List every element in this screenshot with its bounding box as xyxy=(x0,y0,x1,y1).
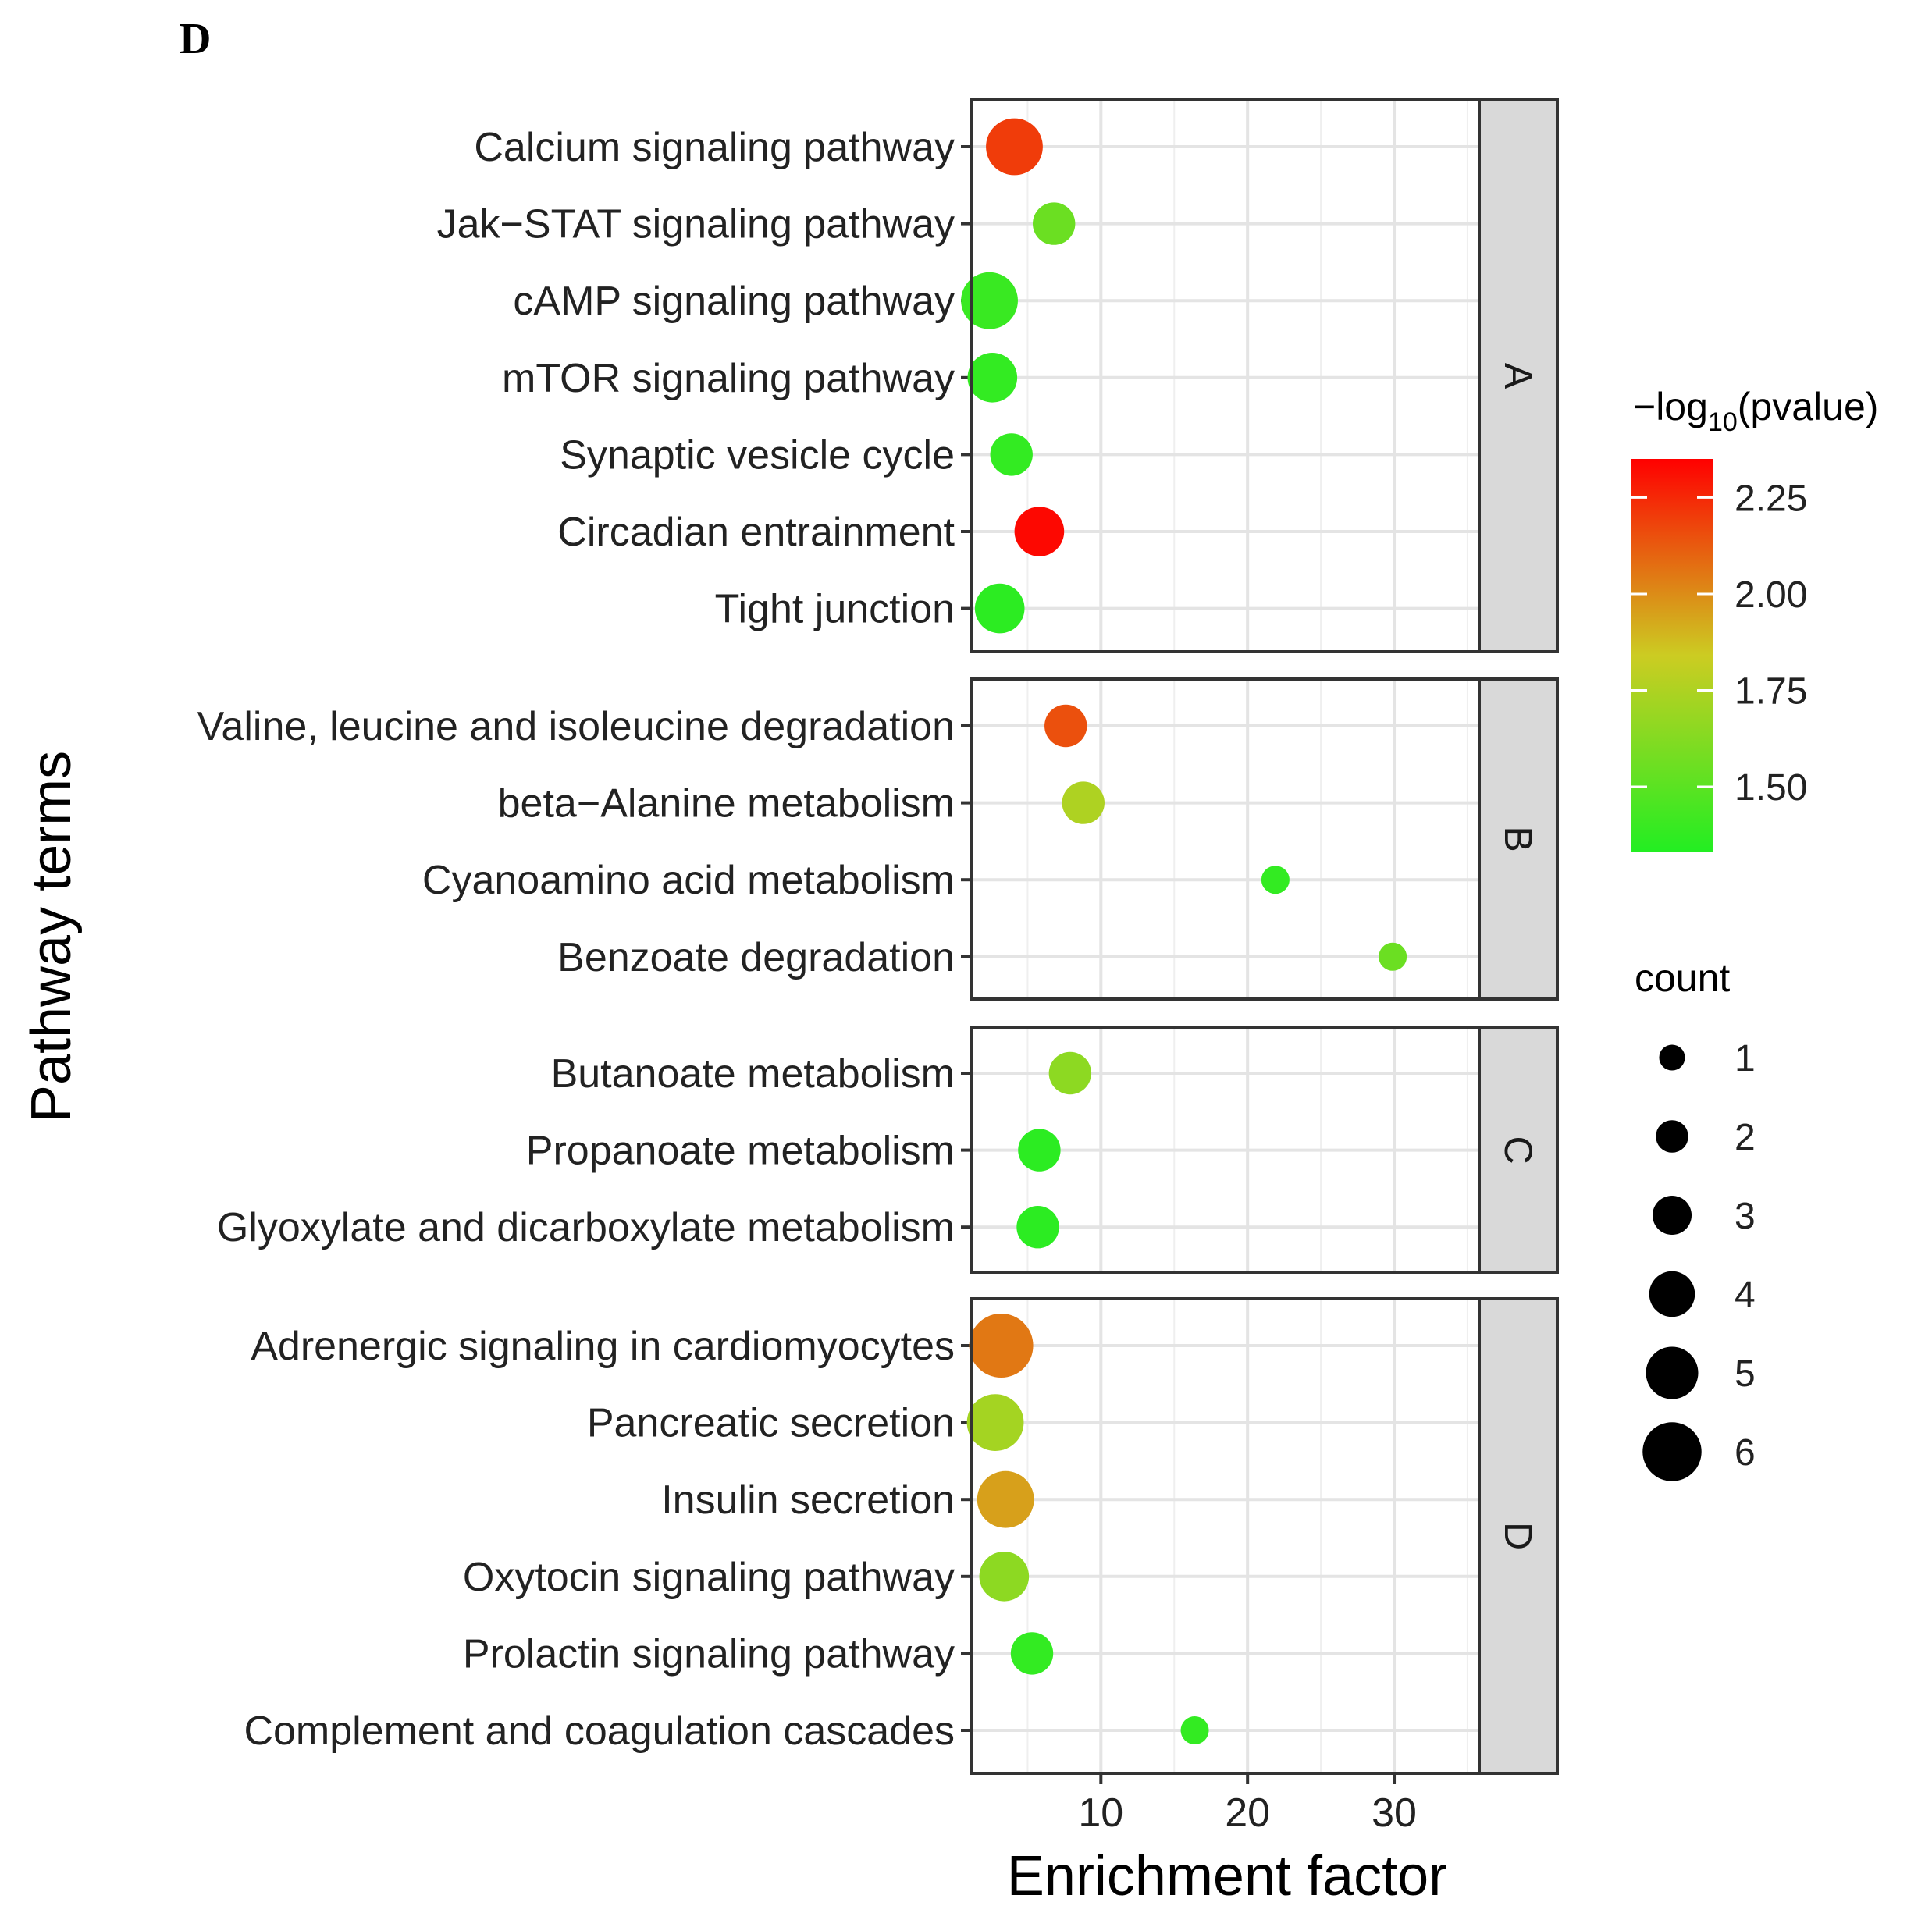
size-legend-items: 1 2 3 4 5 6 xyxy=(1642,1038,1756,1481)
point-mtor-signaling-pathway xyxy=(967,353,1018,403)
point-glyoxylate-and-dicarboxylate-metabolism xyxy=(1016,1206,1059,1249)
y-tick-label-synaptic-vesicle-cycle: Synaptic vesicle cycle xyxy=(560,432,955,478)
point-cyanoamino-acid-metabolism xyxy=(1261,866,1290,894)
y-tick-label-prolactin-signaling-pathway: Prolactin signaling pathway xyxy=(463,1631,955,1677)
point-pancreatic-secretion xyxy=(966,1394,1024,1451)
size-legend-dot-6 xyxy=(1642,1422,1702,1481)
point-calcium-signaling-pathway xyxy=(986,118,1043,176)
size-legend-label-5: 5 xyxy=(1735,1353,1756,1395)
y-tick-label-camp-signaling-pathway: cAMP signaling pathway xyxy=(513,279,955,324)
point-synaptic-vesicle-cycle xyxy=(990,433,1033,476)
point-tight-junction xyxy=(974,583,1025,634)
facet-strip-label-d: D xyxy=(1496,1522,1540,1550)
facet-b: Valine, leucine and isoleucine degradati… xyxy=(197,677,1559,1001)
facet-strip xyxy=(1478,1026,1559,1274)
y-axis-title: Pathway terms xyxy=(20,751,83,1122)
facet-background xyxy=(972,100,1479,652)
y-tick-label-cyanoamino-acid-metabolism: Cyanoamino acid metabolism xyxy=(422,858,955,903)
point-circadian-entrainment xyxy=(1014,507,1065,556)
point-camp-signaling-pathway xyxy=(961,272,1018,329)
size-legend-dot-1 xyxy=(1659,1044,1685,1071)
size-legend-dot-3 xyxy=(1652,1195,1692,1236)
facet-a: Calcium signaling pathway Jak−STAT signal… xyxy=(437,98,1559,653)
y-tick-label-calcium-signaling-pathway: Calcium signaling pathway xyxy=(474,125,955,170)
y-tick-label-beta-alanine-metabolism: beta−Alanine metabolism xyxy=(498,781,955,827)
size-legend-dot-4 xyxy=(1649,1271,1695,1317)
facet-strip-label-b: B xyxy=(1496,826,1540,852)
size-legend-label-2: 2 xyxy=(1735,1117,1756,1158)
facet-strip xyxy=(1478,98,1559,653)
color-tick-label-3: 1.50 xyxy=(1735,767,1807,809)
size-legend-dot-2 xyxy=(1656,1120,1688,1153)
y-tick-label-complement-and-coagulation-cascades: Complement and coagulation cascades xyxy=(244,1709,955,1754)
point-adrenergic-signaling-in-cardiomyocytes xyxy=(969,1314,1034,1378)
facet-panels: Calcium signaling pathway Jak−STAT signal… xyxy=(197,98,1559,1775)
color-tick-label-1: 2.00 xyxy=(1735,574,1807,616)
point-propanoate-metabolism xyxy=(1018,1129,1061,1172)
size-legend-label-6: 6 xyxy=(1735,1432,1756,1474)
x-axis: 10 20 30 xyxy=(1078,1773,1417,1836)
panel-letter: D xyxy=(180,15,211,63)
point-valine-leucine-and-isoleucine-degradation xyxy=(1044,704,1087,748)
point-butanoate-metabolism xyxy=(1048,1051,1092,1095)
color-legend-title-prefix: −log xyxy=(1633,385,1708,428)
y-tick-label-butanoate-metabolism: Butanoate metabolism xyxy=(551,1051,955,1097)
color-legend-title: −log10(pvalue) xyxy=(1633,385,1878,437)
color-legend-title-suffix: (pvalue) xyxy=(1738,385,1879,428)
color-legend-bar xyxy=(1631,459,1713,852)
x-tick-label-20: 20 xyxy=(1225,1790,1270,1836)
size-legend: count 1 2 3 4 5 6 xyxy=(1635,956,1756,1481)
facet-strip xyxy=(1478,1297,1559,1775)
size-legend-title: count xyxy=(1635,956,1730,1000)
y-tick-label-circadian-entrainment: Circadian entrainment xyxy=(557,510,955,555)
facet-d: Adrenergic signaling in cardiomyocytes Pa… xyxy=(244,1297,1559,1775)
point-prolactin-signaling-pathway xyxy=(1010,1632,1054,1675)
y-tick-label-adrenergic-signaling-in-cardiomyocytes: Adrenergic signaling in cardiomyocytes xyxy=(251,1324,955,1369)
point-jak-stat-signaling-pathway xyxy=(1033,202,1076,245)
facet-c: Butanoate metabolism Propanoate metabolis… xyxy=(217,1026,1559,1274)
y-tick-label-glyoxylate-and-dicarboxylate-metabolism: Glyoxylate and dicarboxylate metabolism xyxy=(217,1205,955,1250)
point-oxytocin-signaling-pathway xyxy=(979,1552,1030,1602)
point-benzoate-degradation xyxy=(1379,942,1407,971)
color-legend-ticks: 2.25 2.00 1.75 1.50 xyxy=(1631,478,1807,809)
y-tick-label-benzoate-degradation: Benzoate degradation xyxy=(557,935,955,980)
color-tick-label-2: 1.75 xyxy=(1735,670,1807,712)
x-axis-title: Enrichment factor xyxy=(1007,1845,1447,1908)
x-tick-label-10: 10 xyxy=(1078,1790,1123,1836)
y-tick-label-jak-stat-signaling-pathway: Jak−STAT signaling pathway xyxy=(437,202,955,247)
color-legend-title-sub: 10 xyxy=(1708,407,1738,437)
facet-strip-label-a: A xyxy=(1496,363,1540,389)
point-insulin-secretion xyxy=(977,1470,1034,1528)
y-tick-label-insulin-secretion: Insulin secretion xyxy=(661,1477,955,1523)
point-beta-alanine-metabolism xyxy=(1062,781,1105,824)
color-tick-label-0: 2.25 xyxy=(1735,478,1807,519)
y-tick-label-mtor-signaling-pathway: mTOR signaling pathway xyxy=(502,356,955,401)
size-legend-dot-5 xyxy=(1646,1346,1699,1399)
size-legend-label-1: 1 xyxy=(1735,1038,1756,1079)
y-tick-label-oxytocin-signaling-pathway: Oxytocin signaling pathway xyxy=(463,1555,955,1600)
facet-strip xyxy=(1478,677,1559,1001)
size-legend-label-3: 3 xyxy=(1735,1196,1756,1237)
y-tick-label-valine-leucine-and-isoleucine-degradation: Valine, leucine and isoleucine degradati… xyxy=(197,704,955,749)
point-complement-and-coagulation-cascades xyxy=(1180,1716,1209,1744)
x-tick-label-30: 30 xyxy=(1372,1790,1417,1836)
facet-background xyxy=(972,1299,1479,1773)
y-tick-label-propanoate-metabolism: Propanoate metabolism xyxy=(526,1129,955,1174)
size-legend-label-4: 4 xyxy=(1735,1275,1756,1316)
facet-strip-label-c: C xyxy=(1496,1136,1540,1164)
y-tick-label-tight-junction: Tight junction xyxy=(715,587,955,632)
color-legend: −log10(pvalue) 2.25 2.00 1.75 1.50 xyxy=(1631,385,1878,852)
y-tick-label-pancreatic-secretion: Pancreatic secretion xyxy=(587,1401,955,1446)
